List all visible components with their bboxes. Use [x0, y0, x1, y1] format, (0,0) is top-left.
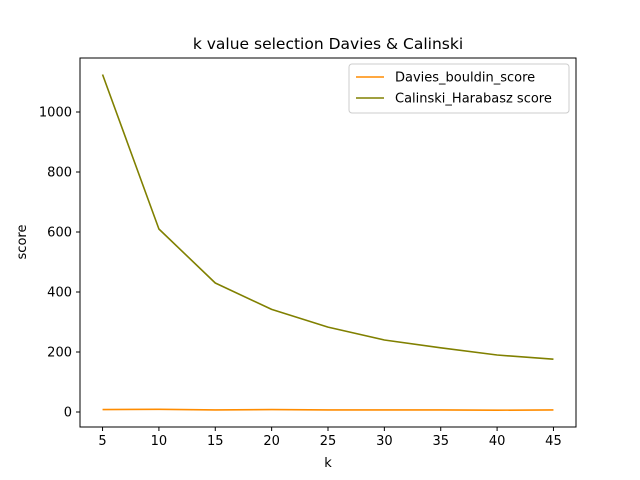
- y-tick-label: 600: [47, 226, 72, 241]
- x-tick-label: 15: [207, 434, 224, 449]
- y-axis-label: score: [15, 225, 30, 260]
- legend: Davies_bouldin_score Calinski_Harabasz sc…: [348, 63, 570, 114]
- x-axis: 5 10 15 20 25 30 35 40 45: [98, 427, 562, 449]
- legend-box: [348, 63, 570, 114]
- plot-area: [101, 74, 554, 412]
- y-tick-label: 1000: [39, 106, 72, 121]
- legend-label: Calinski_Harabasz score: [395, 92, 552, 107]
- chart-title: k value selection Davies & Calinski: [193, 35, 463, 53]
- series-line-2: [101, 74, 554, 360]
- x-tick-label: 35: [432, 434, 449, 449]
- x-tick-label: 25: [320, 434, 337, 449]
- y-tick-label: 0: [64, 406, 72, 421]
- x-tick-label: 5: [98, 434, 106, 449]
- x-tick-label: 40: [489, 434, 506, 449]
- x-tick-label: 45: [545, 434, 562, 449]
- x-tick-label: 10: [151, 434, 168, 449]
- y-tick-label: 200: [47, 346, 72, 361]
- series-line-1: [102, 408, 554, 412]
- y-tick-label: 800: [47, 166, 72, 181]
- x-axis-label: k: [324, 456, 332, 471]
- y-axis: 0 200 400 600 800 1000: [39, 106, 80, 421]
- legend-label: Davies_bouldin_score: [395, 71, 535, 86]
- y-tick-label: 400: [47, 286, 72, 301]
- x-tick-label: 30: [376, 434, 393, 449]
- x-tick-label: 20: [263, 434, 280, 449]
